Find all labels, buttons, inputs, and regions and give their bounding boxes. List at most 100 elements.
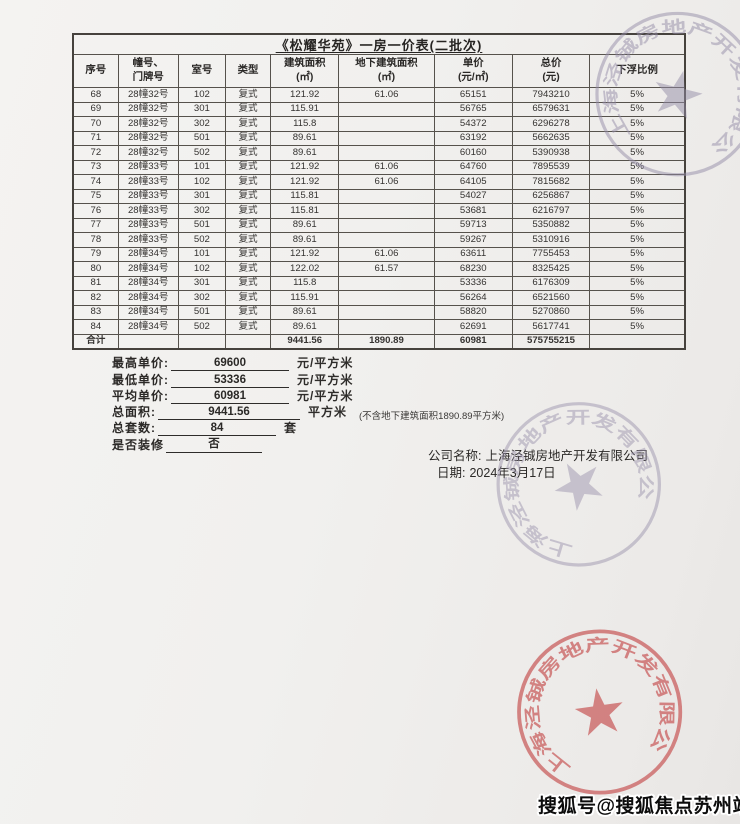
cell: 5%	[589, 304, 686, 320]
cell: 89.61	[270, 304, 340, 320]
cell: 301	[177, 275, 226, 291]
summary-unit: 平方米	[308, 405, 348, 420]
summary-value: 否	[166, 435, 263, 453]
cell: 61.06	[338, 87, 435, 103]
cell: 合计	[72, 333, 119, 350]
cell: 115.91	[270, 290, 340, 306]
cell: 121.92	[270, 174, 340, 190]
summary-label: 总面积:	[112, 405, 156, 420]
summary-unit: 元/平方米	[297, 356, 354, 371]
cell: 302	[177, 203, 226, 219]
cell	[338, 130, 435, 146]
cell: 28幢33号	[117, 217, 179, 233]
column-header: 幢号、 门牌号	[117, 54, 179, 88]
cell: 复式	[224, 116, 272, 132]
cell: 62691	[433, 319, 513, 335]
cell: 6256867	[511, 188, 591, 204]
cell: 73	[72, 159, 119, 175]
cell: 7895539	[511, 159, 591, 175]
cell: 302	[177, 116, 226, 132]
cell: 5%	[589, 159, 686, 175]
column-header: 建筑面积 (㎡)	[270, 54, 340, 88]
cell: 28幢33号	[117, 203, 179, 219]
cell: 复式	[224, 159, 272, 175]
cell: 56765	[433, 101, 513, 117]
cell: 115.8	[270, 275, 340, 291]
cell: 77	[72, 217, 119, 233]
cell: 5617741	[511, 319, 591, 335]
cell: 5%	[589, 145, 686, 161]
cell: 102	[177, 261, 226, 277]
cell: 501	[177, 217, 226, 233]
cell: 101	[177, 246, 226, 262]
cell: 502	[177, 145, 226, 161]
cell: 复式	[224, 101, 272, 117]
cell: 复式	[224, 290, 272, 306]
cell: 5%	[589, 116, 686, 132]
cell: 68	[72, 87, 119, 103]
cell: 61.06	[338, 246, 435, 262]
summary-line: 总面积: 9441.56 平方米 (不含地下建筑面积1890.89平方米)	[112, 404, 504, 421]
cell	[338, 203, 435, 219]
cell: 76	[72, 203, 119, 219]
cell: 84	[72, 319, 119, 335]
cell: 复式	[224, 87, 272, 103]
cell: 58820	[433, 304, 513, 320]
table-row: 81 28幢34号 301 复式 115.8 53336 6176309 5%	[72, 275, 686, 291]
cell: 5%	[589, 203, 686, 219]
cell: 101	[177, 159, 226, 175]
cell: 8325425	[511, 261, 591, 277]
summary-label: 总套数:	[112, 421, 156, 436]
cell: 89.61	[270, 217, 340, 233]
cell: 5390938	[511, 145, 591, 161]
cell: 28幢34号	[117, 290, 179, 306]
cell: 复式	[224, 174, 272, 190]
cell	[338, 290, 435, 306]
cell: 115.91	[270, 101, 340, 117]
cell: 75	[72, 188, 119, 204]
cell: 复式	[224, 232, 272, 248]
table-row: 69 28幢32号 301 复式 115.91 56765 6579631 5%	[72, 101, 686, 117]
cell: 72	[72, 145, 119, 161]
summary-label: 平均单价:	[112, 388, 169, 403]
cell: 89.61	[270, 319, 340, 335]
cell: 302	[177, 290, 226, 306]
cell	[338, 116, 435, 132]
summary-line: 总套数: 84 套	[112, 420, 504, 437]
column-header: 总价 (元)	[511, 54, 591, 88]
cell: 61.06	[338, 159, 435, 175]
sohu-watermark: 搜狐号@搜狐焦点苏州站	[538, 796, 740, 817]
table-row: 72 28幢32号 502 复式 89.61 60160 5390938 5%	[72, 145, 686, 161]
cell	[117, 333, 179, 350]
company-seal-red: 上海泾铖房地产开发有限公司 ★	[488, 601, 698, 814]
cell: 5%	[589, 188, 686, 204]
column-header: 单价 (元/㎡)	[433, 54, 513, 88]
cell: 71	[72, 130, 119, 146]
cell: 5%	[589, 319, 686, 335]
cell: 28幢34号	[117, 304, 179, 320]
summary-value: 69600	[171, 357, 289, 372]
cell: 5%	[589, 130, 686, 146]
table-row: 68 28幢32号 102 复式 121.92 61.06 65151 7943210 5%	[72, 87, 686, 103]
summary-unit: 元/平方米	[297, 388, 354, 403]
table-row: 74 28幢33号 102 复式 121.92 61.06 64105 7815682 5%	[72, 174, 686, 190]
column-header: 序号	[72, 54, 119, 88]
table-row: 76 28幢33号 302 复式 115.81 53681 6216797 5%	[72, 203, 686, 219]
column-header: 下浮比例	[589, 54, 686, 88]
cell: 60160	[433, 145, 513, 161]
table-row: 84 28幢34号 502 复式 89.61 62691 5617741 5%	[72, 319, 686, 335]
cell: 121.92	[270, 246, 340, 262]
cell: 复式	[224, 217, 272, 233]
cell: 28幢33号	[117, 188, 179, 204]
cell: 65151	[433, 87, 513, 103]
cell: 122.02	[270, 261, 340, 277]
cell: 6579631	[511, 101, 591, 117]
cell: 28幢33号	[117, 159, 179, 175]
cell: 5%	[589, 290, 686, 306]
cell: 复式	[224, 246, 272, 262]
table-row: 82 28幢34号 302 复式 115.91 56264 6521560 5%	[72, 290, 686, 306]
cell	[338, 188, 435, 204]
cell: 28幢33号	[117, 174, 179, 190]
cell: 28幢32号	[117, 87, 179, 103]
